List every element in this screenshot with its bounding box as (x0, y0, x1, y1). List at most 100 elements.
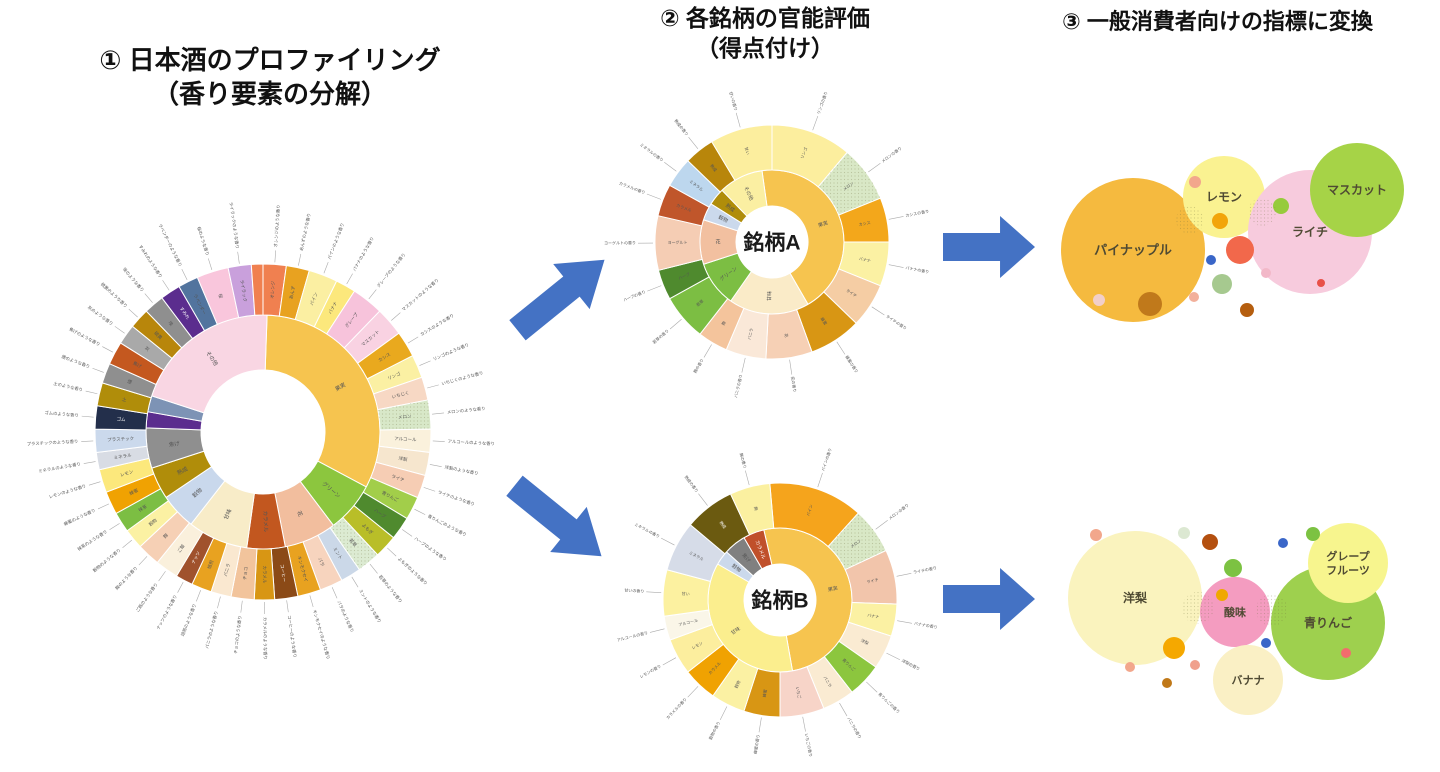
segment-label: 甘味 (222, 507, 234, 521)
segment-dots (330, 517, 378, 570)
leader-label: バナナの香り (905, 264, 930, 274)
segment-label: 焦げ (740, 552, 752, 564)
segment-label: ライチ (845, 287, 858, 299)
segment-dots (828, 513, 887, 570)
segment-label: 花 (784, 333, 791, 338)
bubble (1341, 648, 1351, 658)
leader-label: 穀物のような香り (91, 547, 122, 574)
leader-line (735, 112, 741, 128)
leader-label: レモンの香り (638, 662, 662, 679)
segment-label: 熟成 (724, 202, 736, 214)
step2-title-line2: （得点付け） (696, 34, 834, 61)
segment-label: ミント (332, 546, 343, 560)
segment-label: 桜 (216, 293, 224, 300)
leader-label: ミネラルの香り (639, 141, 665, 162)
segment-label: 甘い (744, 146, 752, 155)
leader-line (81, 440, 94, 442)
leader-label: チョコのような香り (232, 615, 244, 654)
step1-title-line2: （香り要素の分解） (152, 78, 387, 109)
leader-line (817, 472, 823, 488)
bubble-label: 洋梨 (1123, 590, 1147, 605)
sunburst-brand-a: 果実甘味グリーン花穀物熟成その他リンゴメロンカシスバナナライチ蜂蜜花バニラ麹若草… (604, 90, 930, 398)
leader-line (122, 539, 133, 548)
leader-label: レモンのような香り (48, 482, 87, 500)
leader-line (286, 600, 289, 613)
segment-label: ミネラル (113, 452, 132, 461)
leader-line (298, 253, 302, 266)
leader-line (331, 587, 338, 599)
leader-line (875, 520, 888, 530)
segment-label: メロン (849, 538, 862, 549)
flow-arrow (509, 259, 605, 341)
bubble (1278, 538, 1288, 548)
segment-label: 穀物 (733, 679, 742, 689)
leader-label: コーヒーのような香り (286, 615, 299, 659)
sunburst-segment (250, 263, 264, 316)
leader-label: 灰のような香り (86, 304, 115, 327)
leader-label: ライチのような香り (437, 489, 476, 508)
flow-arrow (943, 568, 1035, 630)
segment-label: 焦げ (168, 439, 181, 449)
sunburst-center-label: 銘柄B (751, 588, 808, 612)
bubble-label: グレープ (1326, 549, 1370, 563)
leader-label: バナナの香り (914, 620, 939, 630)
bubble (1310, 143, 1404, 237)
bubble (1202, 534, 1218, 550)
leader-label: カラメルの香り (664, 696, 688, 720)
leader-line (423, 487, 436, 492)
leader-line (688, 136, 699, 150)
bubble (1190, 660, 1200, 670)
leader-label: キンモクセイのような香り (311, 609, 332, 660)
leader-label: カシスのような香り (419, 312, 456, 338)
bubble (1216, 589, 1228, 601)
segment-label: バナナ (867, 611, 880, 619)
leader-line (703, 344, 712, 358)
bubble (1068, 531, 1202, 665)
leader-label: 青りんごのような香り (426, 513, 467, 539)
leader-line (240, 600, 243, 613)
bubble (1317, 279, 1325, 287)
leader-line (758, 717, 762, 733)
bubble-texture (1182, 592, 1214, 624)
bubble (1240, 303, 1254, 317)
leader-label: バニラの香り (846, 716, 863, 740)
leader-line (177, 581, 184, 593)
leader-label: ミネラルのような香り (38, 460, 82, 474)
leader-label: 蜂蜜の香り (844, 354, 860, 374)
segment-label: 蜂蜜 (761, 689, 768, 698)
leader-line (886, 652, 901, 661)
segment-label: 熟成 (709, 162, 719, 172)
segment-dots (377, 399, 431, 430)
leader-line (92, 367, 104, 373)
leader-line (888, 216, 904, 220)
leader-line (274, 250, 276, 263)
bubble-label: バナナ (1232, 674, 1265, 687)
bubble (1308, 523, 1388, 603)
segment-label: ライチ (390, 474, 405, 484)
segment-label: 焦げ (132, 360, 144, 371)
leader-line (83, 461, 96, 464)
segment-label: いちご (795, 686, 803, 699)
leader-label: 麹の香り (739, 452, 749, 469)
segment-label: バニラ (223, 563, 232, 578)
leader-label: カラメルの香り (618, 180, 646, 196)
leader-label: 埃のような香り (121, 266, 146, 293)
leader-label: 蜂蜜のような香り (63, 507, 97, 528)
segment-label: 花 (295, 509, 305, 518)
leader-line (698, 493, 708, 506)
leader-line (664, 162, 677, 172)
segment-label: 洋梨 (398, 455, 409, 464)
step1-title: ① 日本酒のプロファイリング （香り要素の分解） (40, 44, 500, 112)
bubble-label: ライチ (1292, 225, 1328, 239)
leader-label: 焙煎のような香り (179, 603, 198, 638)
leader-label: バナナのような香り (351, 235, 376, 272)
leader-label: ヨーグルトの香り (604, 239, 636, 245)
leader-label: 硫黄のような香り (99, 281, 129, 309)
leader-line (81, 415, 94, 418)
leader-label: バニラのような香り (203, 610, 219, 649)
leader-line (402, 529, 413, 537)
bubble-label: 青りんご (1304, 615, 1353, 630)
